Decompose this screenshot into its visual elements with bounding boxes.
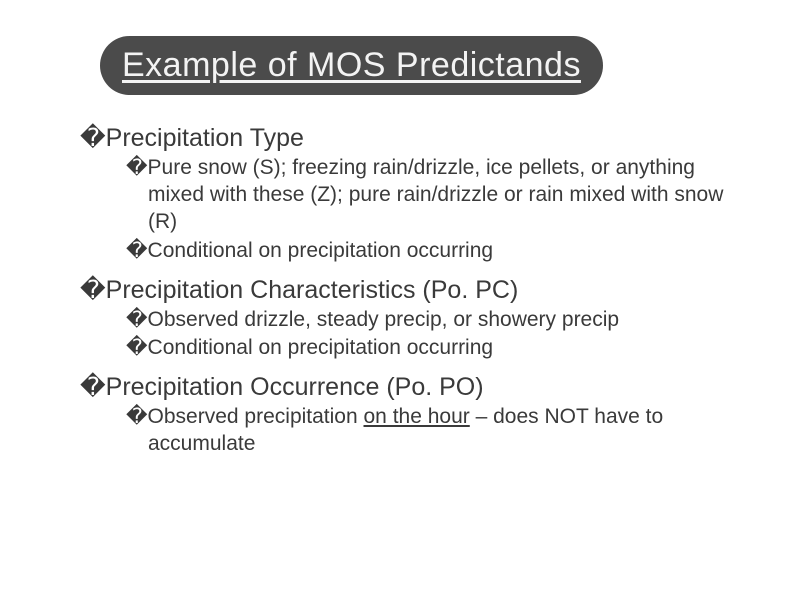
title-pill: Example of MOS Predictands bbox=[100, 36, 603, 95]
content-body: �Precipitation Type �Pure snow (S); free… bbox=[80, 123, 734, 458]
list-item: �Pure snow (S); freezing rain/drizzle, i… bbox=[126, 155, 734, 236]
slide: Example of MOS Predictands �Precipitatio… bbox=[0, 0, 794, 595]
list-item: �Conditional on precipitation occurring bbox=[126, 335, 734, 362]
section-heading: �Precipitation Occurrence (Po. PO) bbox=[80, 372, 734, 402]
bullet-icon: � bbox=[126, 156, 148, 179]
heading-text: Precipitation Occurrence (Po. PO) bbox=[106, 373, 484, 401]
list-item: �Observed drizzle, steady precip, or sho… bbox=[126, 307, 734, 334]
bullet-icon: � bbox=[126, 239, 148, 262]
section-items: �Pure snow (S); freezing rain/drizzle, i… bbox=[80, 155, 734, 265]
bullet-icon: � bbox=[126, 405, 148, 428]
item-text: Observed drizzle, steady precip, or show… bbox=[148, 308, 620, 331]
item-text-underlined: on the hour bbox=[364, 405, 470, 428]
section-heading: �Precipitation Characteristics (Po. PC) bbox=[80, 275, 734, 305]
item-text: Conditional on precipitation occurring bbox=[148, 336, 494, 359]
item-text: Conditional on precipitation occurring bbox=[148, 239, 494, 262]
slide-title: Example of MOS Predictands bbox=[122, 46, 581, 84]
list-item: �Observed precipitation on the hour – do… bbox=[126, 404, 734, 458]
heading-text: Precipitation Type bbox=[106, 124, 304, 152]
item-text-prefix: Observed precipitation bbox=[148, 405, 364, 428]
bullet-icon: � bbox=[80, 373, 106, 401]
heading-text: Precipitation Characteristics (Po. PC) bbox=[106, 276, 519, 304]
section-items: �Observed precipitation on the hour – do… bbox=[80, 404, 734, 458]
bullet-icon: � bbox=[80, 124, 106, 152]
list-item: �Conditional on precipitation occurring bbox=[126, 238, 734, 265]
bullet-icon: � bbox=[126, 308, 148, 331]
item-text: Pure snow (S); freezing rain/drizzle, ic… bbox=[148, 156, 724, 233]
bullet-icon: � bbox=[80, 276, 106, 304]
section-items: �Observed drizzle, steady precip, or sho… bbox=[80, 307, 734, 363]
section-heading: �Precipitation Type bbox=[80, 123, 734, 153]
bullet-icon: � bbox=[126, 336, 148, 359]
